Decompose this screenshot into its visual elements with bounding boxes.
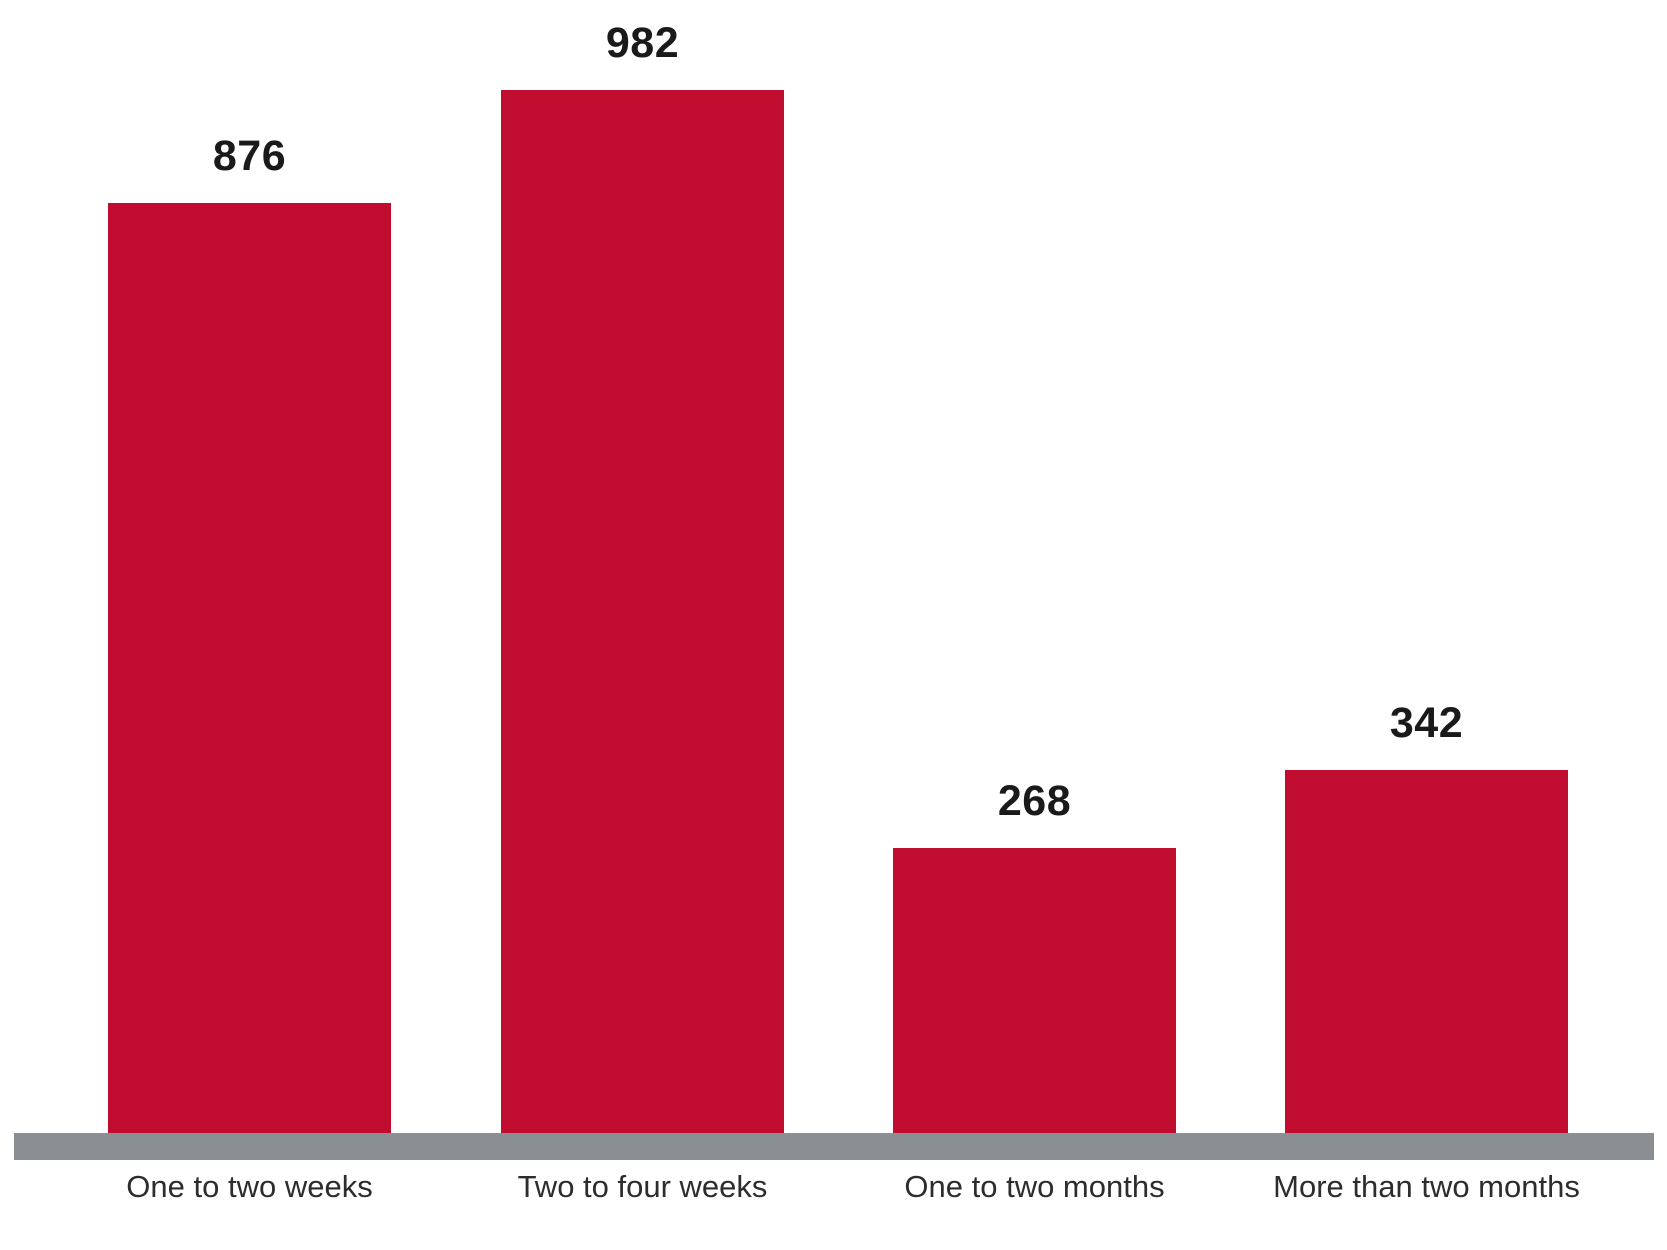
bar-group: 268 (893, 780, 1176, 1133)
bar-group: 982 (501, 22, 784, 1133)
bar (1285, 770, 1568, 1133)
category-label: Two to four weeks (517, 1169, 768, 1204)
bar-group: 342 (1285, 702, 1568, 1133)
x-axis-baseline (14, 1133, 1654, 1160)
category-label: More than two months (1273, 1169, 1580, 1204)
bar-value-label: 982 (605, 19, 680, 67)
bar-group: 876 (108, 135, 391, 1133)
category-label: One to two weeks (126, 1169, 373, 1204)
bar-value-label: 876 (212, 132, 287, 180)
bar-value-label: 268 (997, 777, 1072, 825)
bar (893, 848, 1176, 1133)
category-label: One to two months (904, 1169, 1165, 1204)
bar (108, 203, 391, 1133)
bar (501, 90, 784, 1133)
bar-value-label: 342 (1389, 699, 1464, 747)
